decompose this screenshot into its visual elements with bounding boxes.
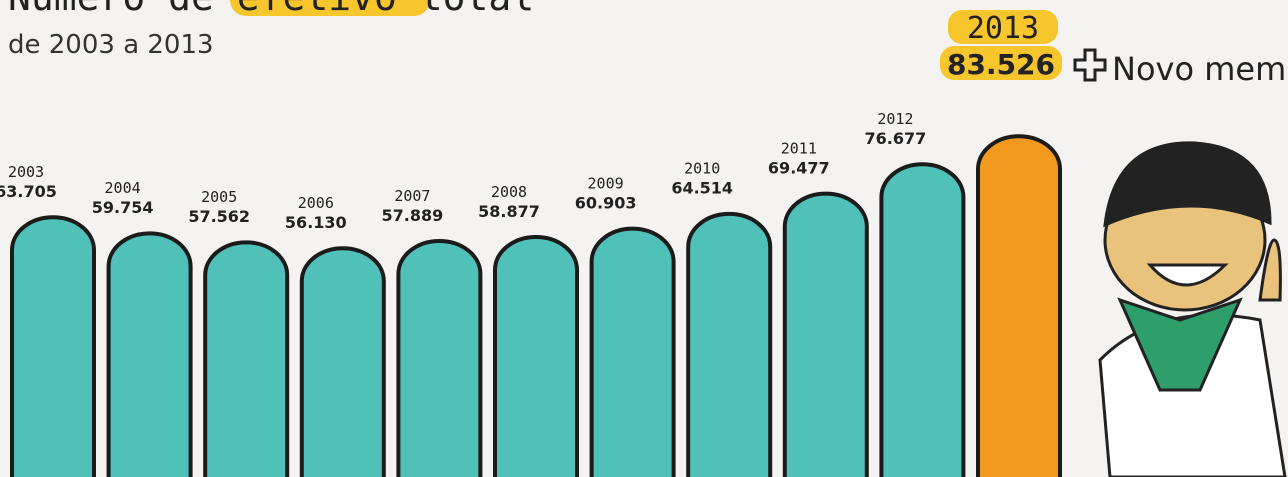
bar xyxy=(302,248,384,477)
bar xyxy=(688,214,770,477)
value-label: 83.526 xyxy=(947,48,1055,81)
bar xyxy=(205,242,287,477)
chart-subtitle: de 2003 a 2013 xyxy=(8,30,214,60)
x-tick-label: 2009 xyxy=(588,174,624,192)
chart-title: Número de efetivo total xyxy=(8,0,534,19)
bar xyxy=(109,233,191,477)
character xyxy=(1100,143,1285,477)
value-label: 57.562 xyxy=(188,207,250,226)
bar xyxy=(592,229,674,477)
bar xyxy=(881,164,963,477)
bar xyxy=(12,217,94,477)
page: {"chart_data": {"type": "bar", "title": … xyxy=(0,0,1288,477)
x-tick-label: 2011 xyxy=(781,139,817,157)
x-tick-label: 2007 xyxy=(394,187,430,205)
value-label: 58.877 xyxy=(478,202,540,221)
value-label: 64.514 xyxy=(671,179,733,198)
bar xyxy=(495,237,577,477)
annotation: Novo membro xyxy=(1112,50,1288,88)
x-tick-label: 2003 xyxy=(8,163,44,181)
value-label: 57.889 xyxy=(382,206,444,225)
bar xyxy=(978,136,1060,477)
annotation-text: Novo membro xyxy=(1112,50,1288,88)
x-tick-label: 2012 xyxy=(877,110,913,128)
value-label: 76.677 xyxy=(865,129,927,148)
x-tick-label: 2010 xyxy=(684,160,720,178)
value-label: 63.705 xyxy=(0,182,57,201)
x-tick-label: 2004 xyxy=(105,179,141,197)
value-label: 69.477 xyxy=(768,158,830,177)
plus-icon xyxy=(1075,50,1105,80)
value-label: 59.754 xyxy=(92,198,154,217)
value-label: 60.903 xyxy=(575,193,637,212)
chart: Número de efetivo total de 2003 a 2013 N… xyxy=(0,0,1288,477)
value-label: 56.130 xyxy=(285,213,347,232)
x-tick-label: 2013 xyxy=(967,11,1039,46)
x-tick-label: 2006 xyxy=(298,194,334,212)
x-tick-label: 2008 xyxy=(491,183,527,201)
x-tick-label: 2005 xyxy=(201,188,237,206)
bar xyxy=(398,241,480,477)
bar xyxy=(785,194,867,477)
